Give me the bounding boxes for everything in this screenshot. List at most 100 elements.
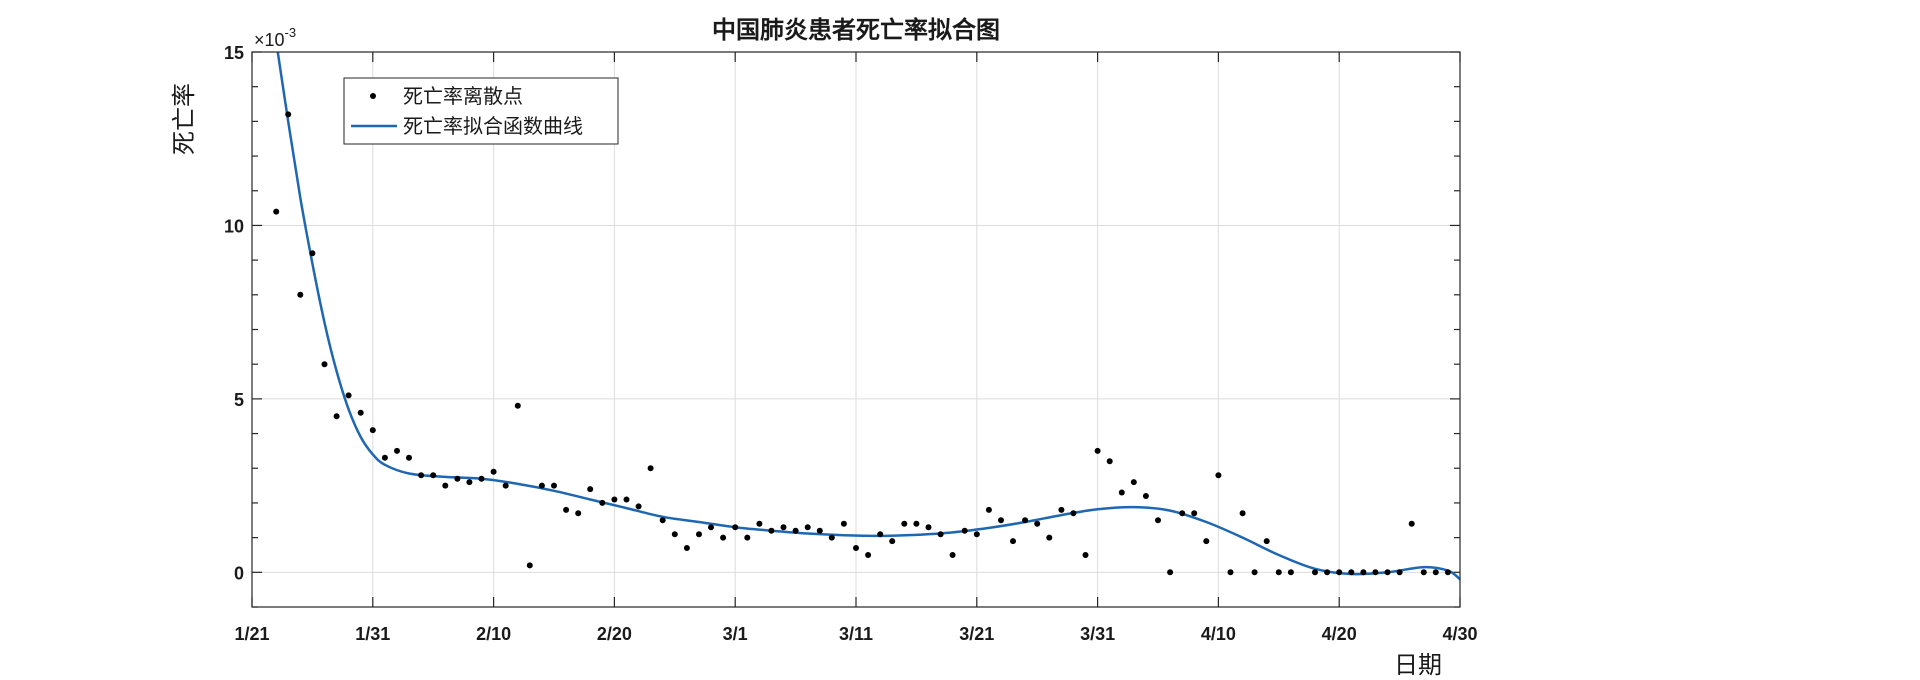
data-point <box>961 527 968 534</box>
data-point <box>1094 447 1101 454</box>
data-point <box>406 454 412 461</box>
data-point <box>1010 538 1016 545</box>
data-point <box>1384 569 1391 576</box>
x-tick-label: 4/20 <box>1322 624 1357 644</box>
data-point <box>538 482 545 489</box>
scatter-points-layer <box>273 111 1451 576</box>
data-point <box>466 479 473 486</box>
data-point <box>901 520 908 527</box>
data-point <box>309 250 316 257</box>
data-point <box>1239 510 1246 517</box>
data-point <box>768 527 775 534</box>
y-tick-label: 5 <box>234 390 244 410</box>
data-point <box>273 208 280 215</box>
data-point <box>756 520 763 527</box>
data-point <box>1360 569 1367 576</box>
data-point <box>1070 510 1077 517</box>
x-tick-label: 2/20 <box>597 624 632 644</box>
data-point <box>1046 534 1053 541</box>
data-point <box>394 447 400 454</box>
data-point <box>998 517 1004 524</box>
data-point <box>780 524 787 531</box>
data-point <box>1251 569 1258 576</box>
y-tick-label: 15 <box>224 43 244 63</box>
data-point <box>744 534 751 541</box>
data-point <box>973 531 980 538</box>
data-point <box>1130 479 1137 486</box>
data-point <box>647 465 654 472</box>
data-point <box>877 531 884 538</box>
data-point <box>1142 493 1149 499</box>
chart-title: 中国肺炎患者死亡率拟合图 <box>712 15 1000 44</box>
data-point <box>1058 506 1065 513</box>
data-point <box>937 531 944 538</box>
data-point <box>551 482 557 489</box>
data-point <box>925 524 932 531</box>
data-point <box>1203 538 1210 545</box>
data-point <box>321 361 328 368</box>
data-point <box>1336 569 1343 576</box>
x-tick-label: 3/31 <box>1080 624 1115 644</box>
data-point <box>1191 510 1198 517</box>
data-point <box>1420 569 1427 576</box>
data-point <box>732 524 739 531</box>
data-point <box>1106 458 1113 465</box>
x-tick-label: 3/1 <box>723 624 748 644</box>
legend-box <box>343 77 619 145</box>
data-point <box>949 552 956 558</box>
data-point <box>1155 517 1161 524</box>
data-point <box>454 475 461 482</box>
x-tick-label: 4/10 <box>1201 624 1236 644</box>
data-point <box>1022 517 1029 524</box>
data-point <box>1324 569 1331 576</box>
data-point <box>1275 569 1282 576</box>
data-point <box>478 475 485 482</box>
data-point <box>708 524 714 531</box>
data-point <box>1167 569 1174 576</box>
x-tick-label: 3/21 <box>959 624 994 644</box>
data-point <box>1263 538 1270 545</box>
data-point <box>985 506 992 513</box>
data-point <box>720 534 727 541</box>
x-axis-label: 日期 <box>1394 651 1442 679</box>
legend-label-line: 死亡率拟合函数曲线 <box>403 114 583 138</box>
data-point <box>611 496 618 503</box>
data-point <box>430 472 437 479</box>
data-point <box>357 409 364 416</box>
data-point <box>345 392 352 399</box>
x-tick-label: 1/21 <box>234 624 269 644</box>
data-point <box>840 520 847 527</box>
legend-label-scatter: 死亡率离散点 <box>403 84 523 108</box>
x-tick-label: 3/11 <box>839 624 873 644</box>
data-point <box>1444 569 1451 576</box>
data-point <box>853 545 859 551</box>
data-point <box>587 486 594 493</box>
data-point <box>792 527 799 534</box>
data-point <box>671 531 678 538</box>
x-tick-label: 1/31 <box>355 624 390 644</box>
data-point <box>1432 569 1439 576</box>
legend: 死亡率离散点 死亡率拟合函数曲线 <box>343 77 619 145</box>
y-tick-label: 10 <box>224 216 244 236</box>
x-tick-label: 2/10 <box>476 624 511 644</box>
data-point <box>381 454 388 461</box>
data-point <box>1215 472 1222 479</box>
data-point <box>490 468 497 475</box>
data-point <box>1227 569 1234 576</box>
data-point <box>563 506 570 513</box>
y-tick-label: 0 <box>234 563 244 583</box>
data-point <box>1179 510 1186 517</box>
axis-ticks: 1/21 1/31 2/10 2/20 3/1 3/11 3/21 3/31 4/10 4/20 4… <box>224 43 1478 644</box>
data-point <box>1287 569 1294 576</box>
data-point <box>865 552 872 558</box>
data-point <box>1348 569 1355 576</box>
data-point <box>1372 569 1379 576</box>
data-point <box>1118 489 1125 496</box>
data-point <box>297 291 304 298</box>
data-point <box>369 427 376 434</box>
data-point <box>333 413 340 420</box>
data-point <box>696 531 702 538</box>
data-point <box>683 545 690 551</box>
data-point <box>889 538 896 545</box>
